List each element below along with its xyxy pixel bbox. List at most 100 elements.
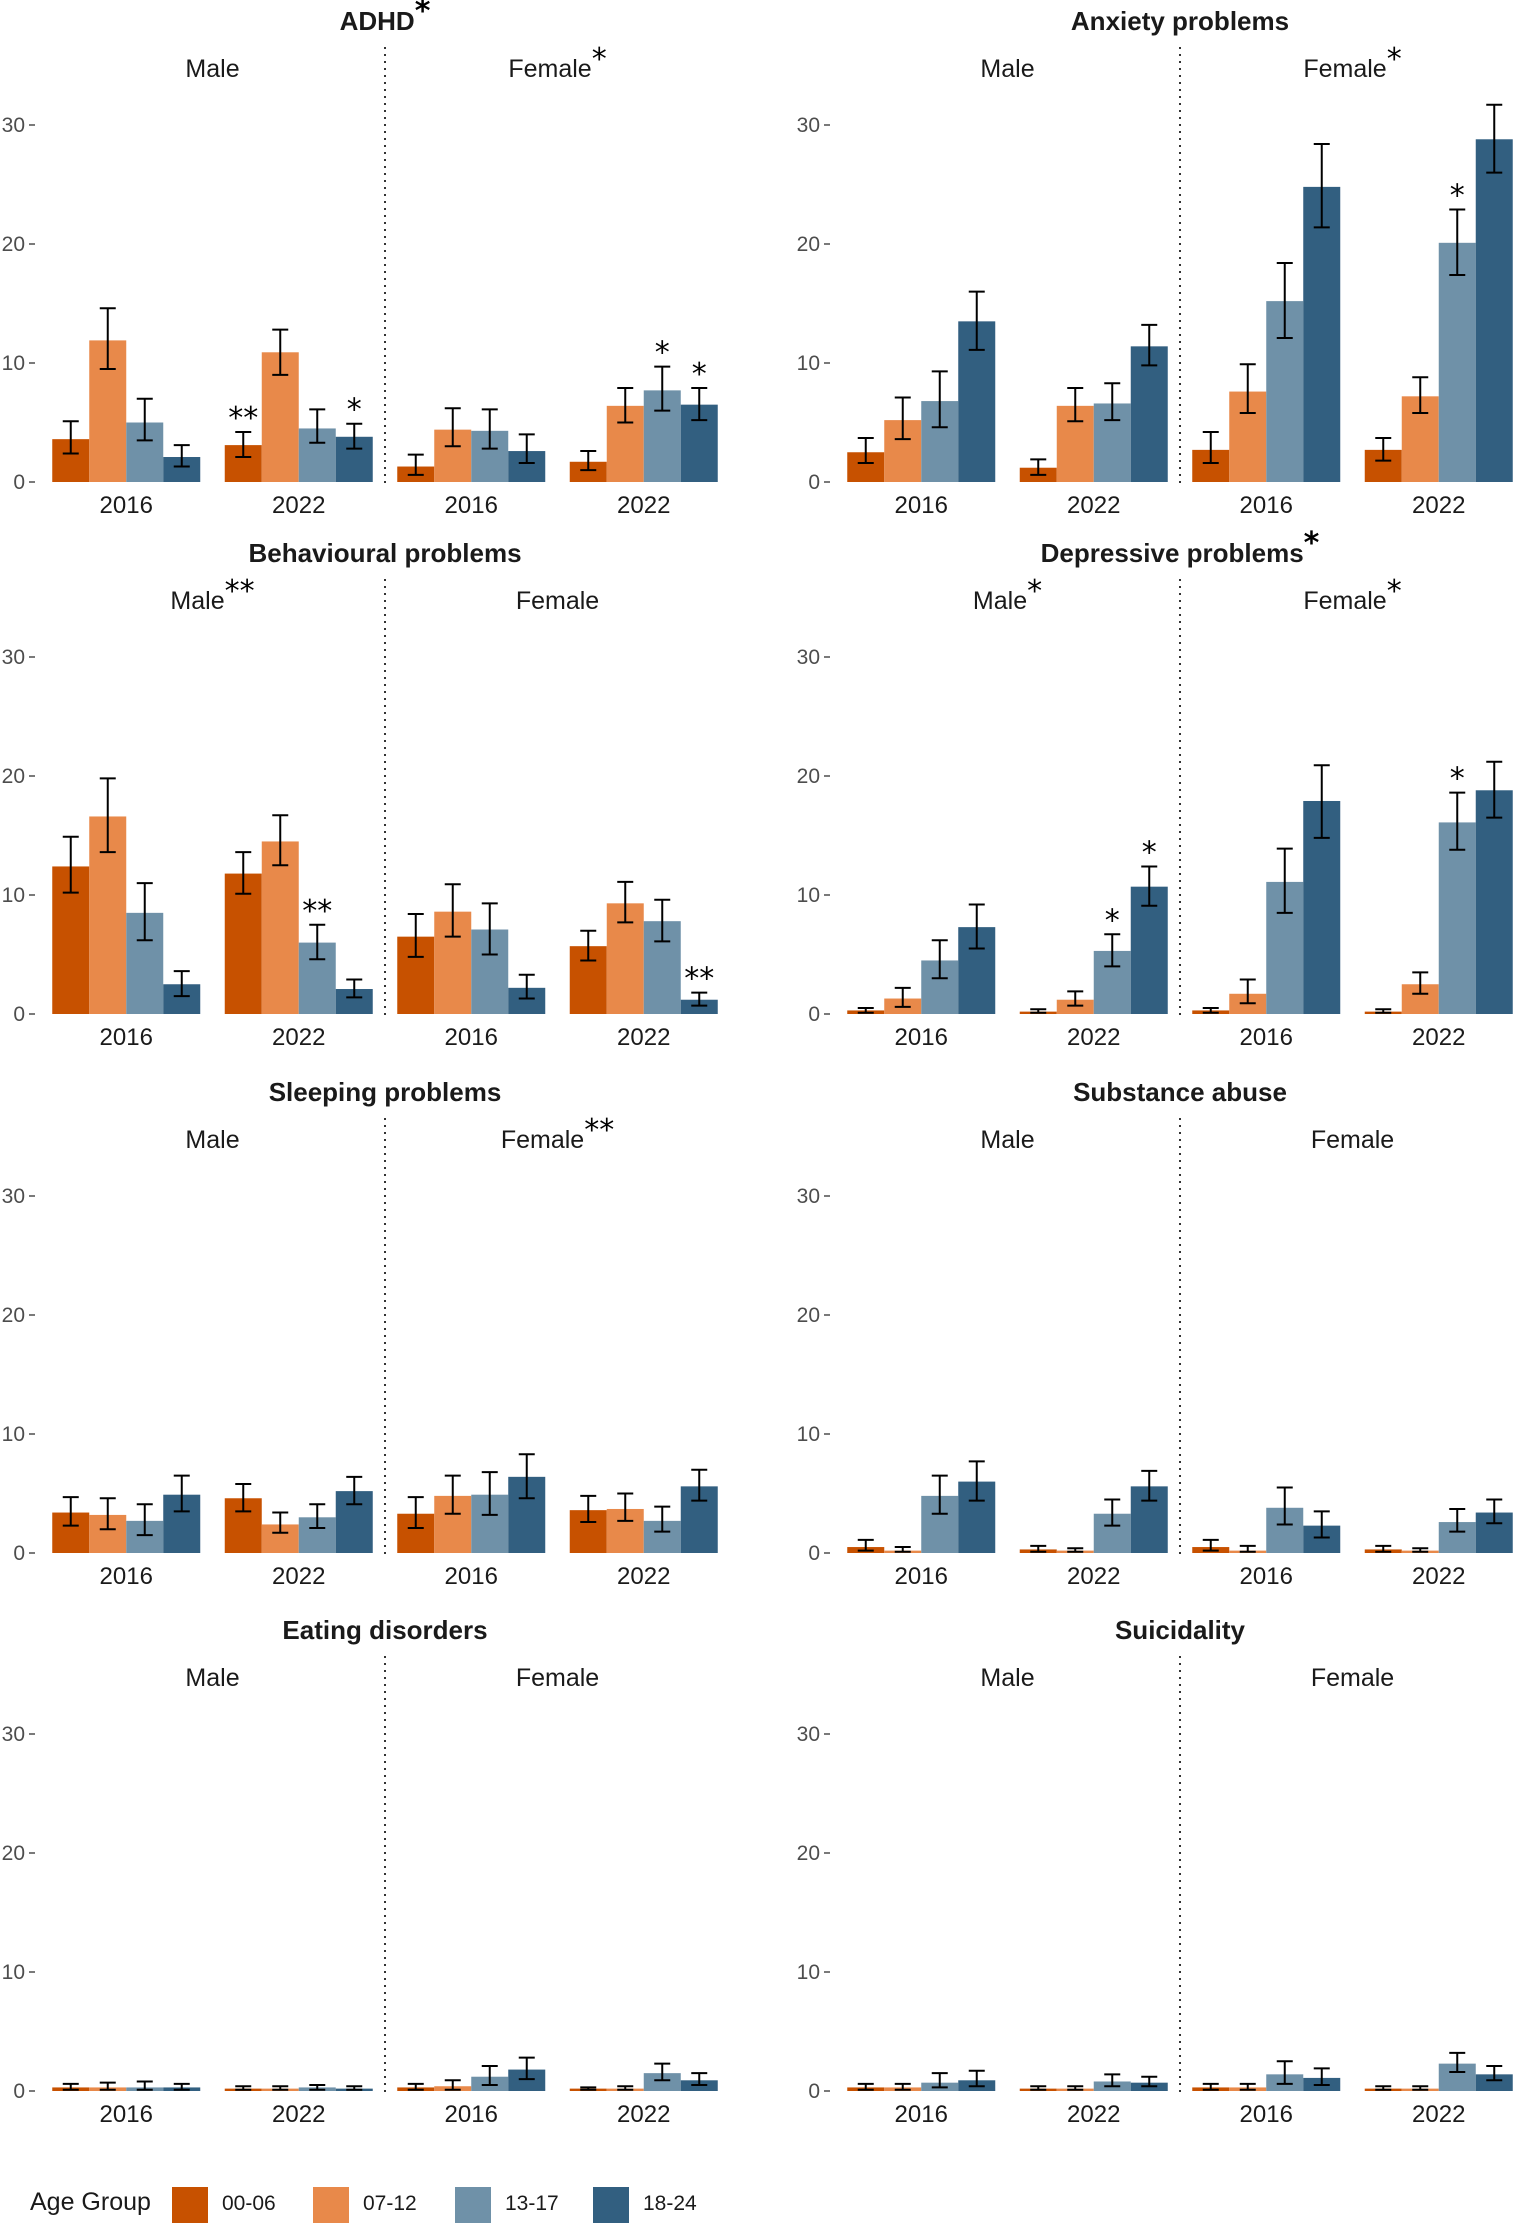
x-tick-label: 2016 — [445, 2101, 498, 2128]
x-tick-label: 2016 — [445, 1024, 498, 1051]
significance-mark: * — [1450, 762, 1465, 797]
y-tick-label: 0 — [808, 2080, 820, 2103]
x-tick-label: 2022 — [1412, 1024, 1465, 1051]
bar-18-24 — [1130, 346, 1168, 482]
facet-label: Female — [516, 587, 599, 615]
facet-label: Female — [1311, 1126, 1394, 1154]
x-tick-label: 2022 — [617, 492, 670, 519]
facet-significance: * — [1027, 574, 1042, 609]
x-tick-label: 2016 — [100, 2101, 153, 2128]
significance-mark: * — [655, 336, 670, 371]
y-tick-label: 10 — [797, 1961, 820, 1984]
legend-label: 07-12 — [363, 2192, 417, 2215]
panel-behavioural-problems: Behavioural problems 0 10 20 30 Male** 2016 202… — [2, 538, 718, 1051]
facet-significance: ** — [584, 1113, 614, 1148]
y-tick-label: 30 — [2, 1723, 25, 1746]
facet-label: Male — [185, 55, 239, 83]
facet-significance: ** — [225, 574, 255, 609]
bar-07-12 — [261, 841, 299, 1014]
y-tick-label: 0 — [808, 1003, 820, 1026]
panel-title: Sleeping problems — [269, 1077, 502, 1107]
y-tick-label: 30 — [797, 1185, 820, 1208]
panel-title: Substance abuse — [1073, 1077, 1287, 1107]
panel-title-significance: * — [1304, 526, 1320, 561]
y-tick-label: 20 — [797, 765, 820, 788]
x-tick-label: 2016 — [445, 492, 498, 519]
y-tick-label: 20 — [797, 1842, 820, 1865]
panel-depressive-problems: Depressive problems* 0 10 20 30 Male* 2016 2022… — [797, 526, 1513, 1051]
x-tick-label: 2022 — [1067, 1024, 1120, 1051]
bar-18-24 — [1130, 886, 1168, 1014]
y-tick-label: 20 — [2, 765, 25, 788]
y-tick-label: 10 — [2, 352, 25, 375]
facet-label: Female** — [501, 1113, 614, 1154]
y-tick-label: 10 — [2, 1961, 25, 1984]
y-tick-label: 0 — [13, 1003, 25, 1026]
y-tick-label: 20 — [2, 1842, 25, 1865]
y-tick-label: 10 — [2, 1423, 25, 1446]
x-tick-label: 2022 — [1412, 2101, 1465, 2128]
significance-mark: * — [1105, 903, 1120, 938]
facet-label: Male** — [170, 574, 254, 615]
x-tick-label: 2022 — [1067, 492, 1120, 519]
facet-label: Male — [980, 1664, 1034, 1692]
significance-mark: ** — [684, 962, 714, 997]
bar-13-17 — [643, 2073, 681, 2091]
legend-swatch — [313, 2187, 349, 2223]
panel-substance-abuse: Substance abuse 0 10 20 30 Male 2016 2022 Female… — [797, 1077, 1513, 1590]
panel-suicidality: Suicidality 0 10 20 30 Male 2016 2022 Female 2016… — [797, 1615, 1513, 2128]
facet-significance: * — [592, 42, 607, 77]
significance-mark: ** — [302, 894, 332, 929]
x-tick-label: 2016 — [1240, 2101, 1293, 2128]
x-tick-label: 2016 — [1240, 492, 1293, 519]
panel-title-significance: * — [415, 0, 431, 29]
panel-anxiety-problems: Anxiety problems 0 10 20 30 Male 2016 2022 Femal… — [797, 6, 1513, 519]
facet-significance: * — [1387, 42, 1402, 77]
y-tick-label: 0 — [13, 1542, 25, 1565]
panel-title: Suicidality — [1115, 1615, 1246, 1645]
significance-mark: * — [1450, 178, 1465, 213]
bar-00-06 — [569, 461, 607, 482]
bar-13-17 — [1438, 242, 1476, 482]
facet-label: Female — [516, 1664, 599, 1692]
y-tick-label: 10 — [2, 884, 25, 907]
facet-label: Male — [185, 1664, 239, 1692]
legend-swatch — [455, 2187, 491, 2223]
y-tick-label: 20 — [2, 233, 25, 256]
x-tick-label: 2016 — [895, 492, 948, 519]
x-tick-label: 2016 — [100, 492, 153, 519]
y-tick-label: 30 — [797, 646, 820, 669]
x-tick-label: 2016 — [895, 1563, 948, 1590]
y-tick-label: 0 — [13, 2080, 25, 2103]
x-tick-label: 2022 — [1412, 492, 1465, 519]
legend-label: 00-06 — [222, 2192, 276, 2215]
x-tick-label: 2022 — [272, 492, 325, 519]
x-tick-label: 2016 — [1240, 1024, 1293, 1051]
bar-18-24 — [1303, 186, 1341, 482]
bar-13-17 — [1438, 822, 1476, 1014]
x-tick-label: 2022 — [1067, 1563, 1120, 1590]
facet-label: Male — [185, 1126, 239, 1154]
x-tick-label: 2022 — [272, 1024, 325, 1051]
y-tick-label: 20 — [797, 1304, 820, 1327]
bar-00-06 — [224, 873, 262, 1014]
legend-title: Age Group — [30, 2188, 151, 2216]
x-tick-label: 2022 — [617, 1563, 670, 1590]
panel-title: ADHD* — [340, 0, 431, 36]
facet-significance: * — [1387, 574, 1402, 609]
x-tick-label: 2016 — [100, 1563, 153, 1590]
legend-swatch — [172, 2187, 208, 2223]
facet-label: Female* — [1303, 42, 1401, 83]
significance-mark: * — [1142, 835, 1157, 870]
bar-18-24 — [508, 2069, 546, 2091]
x-tick-label: 2016 — [100, 1024, 153, 1051]
x-tick-label: 2016 — [445, 1563, 498, 1590]
legend-swatch — [593, 2187, 629, 2223]
y-tick-label: 20 — [2, 1304, 25, 1327]
x-tick-label: 2022 — [617, 1024, 670, 1051]
bar-18-24 — [1475, 139, 1513, 482]
bar-07-12 — [1056, 999, 1094, 1014]
significance-mark: ** — [228, 401, 258, 436]
